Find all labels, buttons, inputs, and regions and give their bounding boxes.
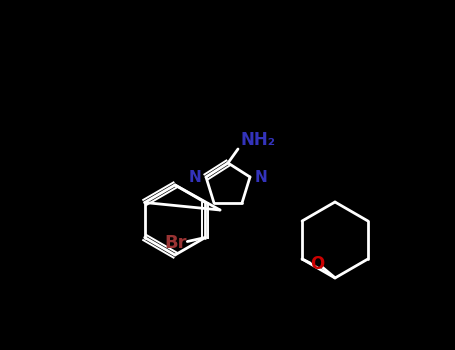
Text: Br: Br — [164, 233, 187, 252]
Text: NH₂: NH₂ — [240, 131, 275, 149]
Text: N: N — [255, 169, 268, 184]
Text: O: O — [310, 255, 324, 273]
Text: N: N — [188, 169, 201, 184]
